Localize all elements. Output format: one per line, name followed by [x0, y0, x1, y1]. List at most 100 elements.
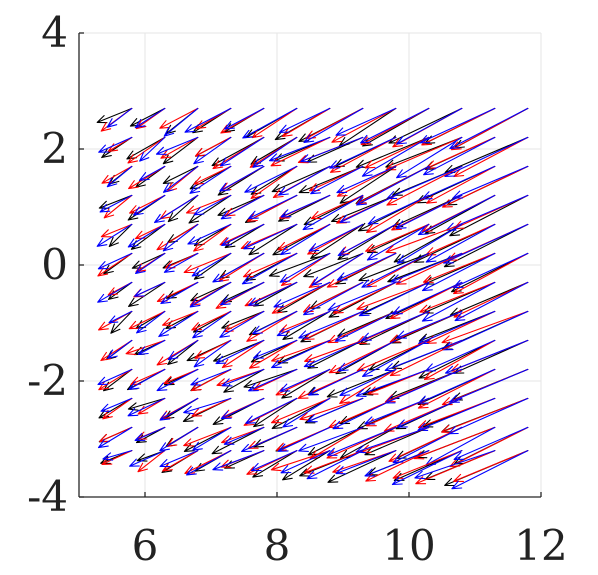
quiver-arrow — [194, 136, 232, 157]
quiver-arrow — [390, 252, 463, 283]
quiver-arrow — [99, 426, 133, 442]
quiver-arrow — [365, 223, 430, 252]
quiver-arrow — [167, 339, 199, 361]
quiver-arrow — [252, 310, 298, 335]
quiver-arrow — [156, 223, 199, 251]
quiver-arrow — [184, 107, 232, 133]
quiver-arrow — [418, 310, 496, 345]
quiver-arrow — [449, 194, 529, 237]
quiver-arrow — [137, 339, 166, 355]
quiver-arrow — [97, 368, 133, 386]
quiver-arrow — [193, 136, 232, 165]
quiver-arrow — [162, 165, 199, 193]
quiver-arrow — [185, 194, 232, 214]
quiver-arrow — [364, 136, 430, 169]
quiver-arrow — [282, 450, 331, 481]
quiver-arrow — [167, 194, 199, 223]
quiver-arrow — [396, 107, 463, 145]
quiver-arrow — [414, 450, 496, 480]
quiver-arrow — [219, 165, 265, 192]
quiver-arrow — [129, 450, 166, 467]
quiver-arrow — [108, 223, 133, 248]
quiver-arrow — [134, 107, 166, 129]
quiver-arrow — [162, 450, 199, 472]
quiver-arrow — [308, 223, 364, 252]
quiver-arrow — [219, 281, 265, 306]
quiver-arrow — [219, 136, 265, 167]
quiver-arrow — [331, 107, 397, 143]
quiver-arrow — [310, 165, 364, 195]
quiver-arrow — [303, 310, 364, 341]
quiver-arrow — [367, 194, 430, 225]
quiver-arrow — [355, 426, 430, 454]
quiver-arrow — [326, 426, 397, 456]
quiver-arrow — [193, 223, 232, 247]
quiver-arrow — [128, 281, 166, 307]
quiver-arrow — [193, 223, 232, 252]
quiver-arrow — [423, 339, 496, 381]
quiver-arrow — [100, 397, 133, 412]
quiver-arrow — [360, 107, 430, 144]
quiver-arrow — [183, 252, 232, 274]
quiver-arrow — [253, 339, 298, 359]
quiver-arrow — [268, 252, 331, 277]
quiver-arrow — [137, 450, 166, 473]
quiver-arrow — [332, 281, 397, 314]
quiver-arrow — [244, 165, 298, 193]
quiver-arrow — [129, 107, 166, 127]
quiver-arrow — [100, 223, 133, 238]
quiver-arrow — [96, 107, 133, 124]
quiver-arrow — [163, 252, 199, 273]
quiver-arrow — [307, 426, 364, 456]
quiver-arrow — [134, 426, 166, 441]
quiver-arrow — [128, 368, 166, 390]
quiver-arrow — [107, 339, 133, 359]
quiver-arrow — [251, 107, 298, 139]
quiver-arrow — [395, 194, 463, 229]
quiver-arrow — [139, 136, 166, 162]
quiver-arrow — [335, 450, 397, 475]
quiver-arrow — [364, 397, 430, 425]
quiver-arrow — [108, 310, 133, 324]
quiver-arrow — [190, 368, 232, 386]
quiver-arrow — [271, 339, 331, 363]
quiver-arrow — [355, 368, 430, 397]
quiver-arrow — [356, 165, 430, 206]
quiver-arrow — [303, 450, 364, 474]
quiver-arrow — [242, 107, 298, 139]
quiver-arrow — [189, 281, 232, 308]
quiver-arrow — [358, 252, 430, 282]
quiver-arrow — [248, 339, 298, 369]
quiver-arrow — [360, 310, 430, 341]
quiver-arrow — [451, 450, 529, 490]
quiver-arrow — [189, 165, 232, 194]
quiver-arrow — [191, 252, 232, 277]
quiver-arrow — [392, 426, 463, 464]
quiver-arrow — [417, 194, 496, 236]
quiver-arrow — [454, 281, 529, 322]
quiver-arrow — [156, 368, 199, 392]
quiver-arrow — [361, 252, 430, 288]
quiver-arrow — [417, 397, 496, 431]
quiver-arrow — [421, 281, 496, 322]
quiver-arrow — [441, 397, 529, 433]
quiver-arrow — [183, 426, 232, 447]
quiver-arrow — [303, 339, 364, 368]
quiver-arrow — [281, 368, 331, 399]
quiver-arrow — [336, 165, 397, 197]
quiver-arrow — [221, 223, 265, 246]
quiver-arrow — [303, 281, 364, 316]
quiver-arrow — [395, 252, 463, 285]
quiver-arrow — [385, 223, 463, 254]
quiver-arrow — [391, 450, 463, 486]
quiver-arrow — [187, 223, 232, 245]
quiver-arrow — [98, 136, 133, 153]
quiver-arrow — [215, 339, 265, 365]
quiver-arrow — [385, 136, 463, 171]
y-axis-ticks: 4 2 0 -2 -4 — [27, 8, 84, 521]
quiver-arrow — [159, 450, 199, 468]
quiver-arrow — [366, 223, 430, 261]
quiver-arrow — [336, 165, 397, 194]
quiver-arrow — [337, 223, 397, 257]
